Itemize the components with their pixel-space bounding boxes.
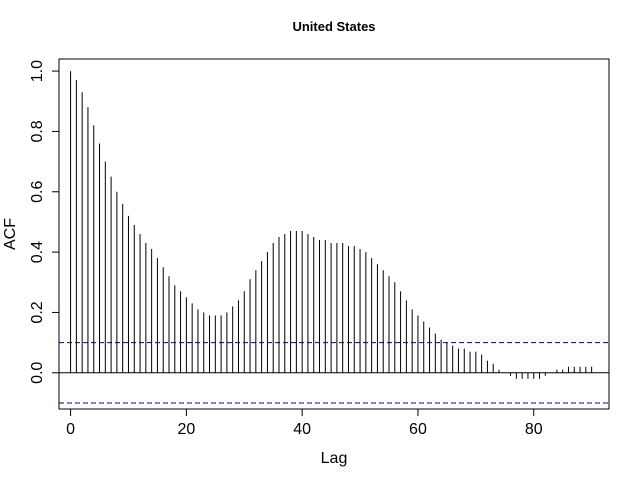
y-axis: 0.0 0.2 0.4 0.6 0.8 1.0 [29,60,60,384]
chart-title: United States [292,19,375,34]
x-tick-label: 80 [525,421,543,438]
y-tick-label: 0.6 [29,181,46,203]
x-axis: 0 20 40 60 80 [66,408,543,438]
y-tick-label: 1.0 [29,60,46,82]
x-tick-label: 20 [177,421,195,438]
x-tick-label: 0 [66,421,75,438]
y-tick-label: 0.4 [29,241,46,263]
x-tick-label: 40 [293,421,311,438]
acf-bars [70,71,593,379]
y-axis-label: ACF [2,218,19,250]
y-tick-label: 0.8 [29,120,46,142]
x-tick-label: 60 [409,421,427,438]
confidence-band-layer [59,342,609,404]
x-axis-label: Lag [321,450,348,467]
y-tick-label: 0.2 [29,301,46,323]
y-tick-label: 0.0 [29,362,46,384]
plot-frame [58,58,610,410]
